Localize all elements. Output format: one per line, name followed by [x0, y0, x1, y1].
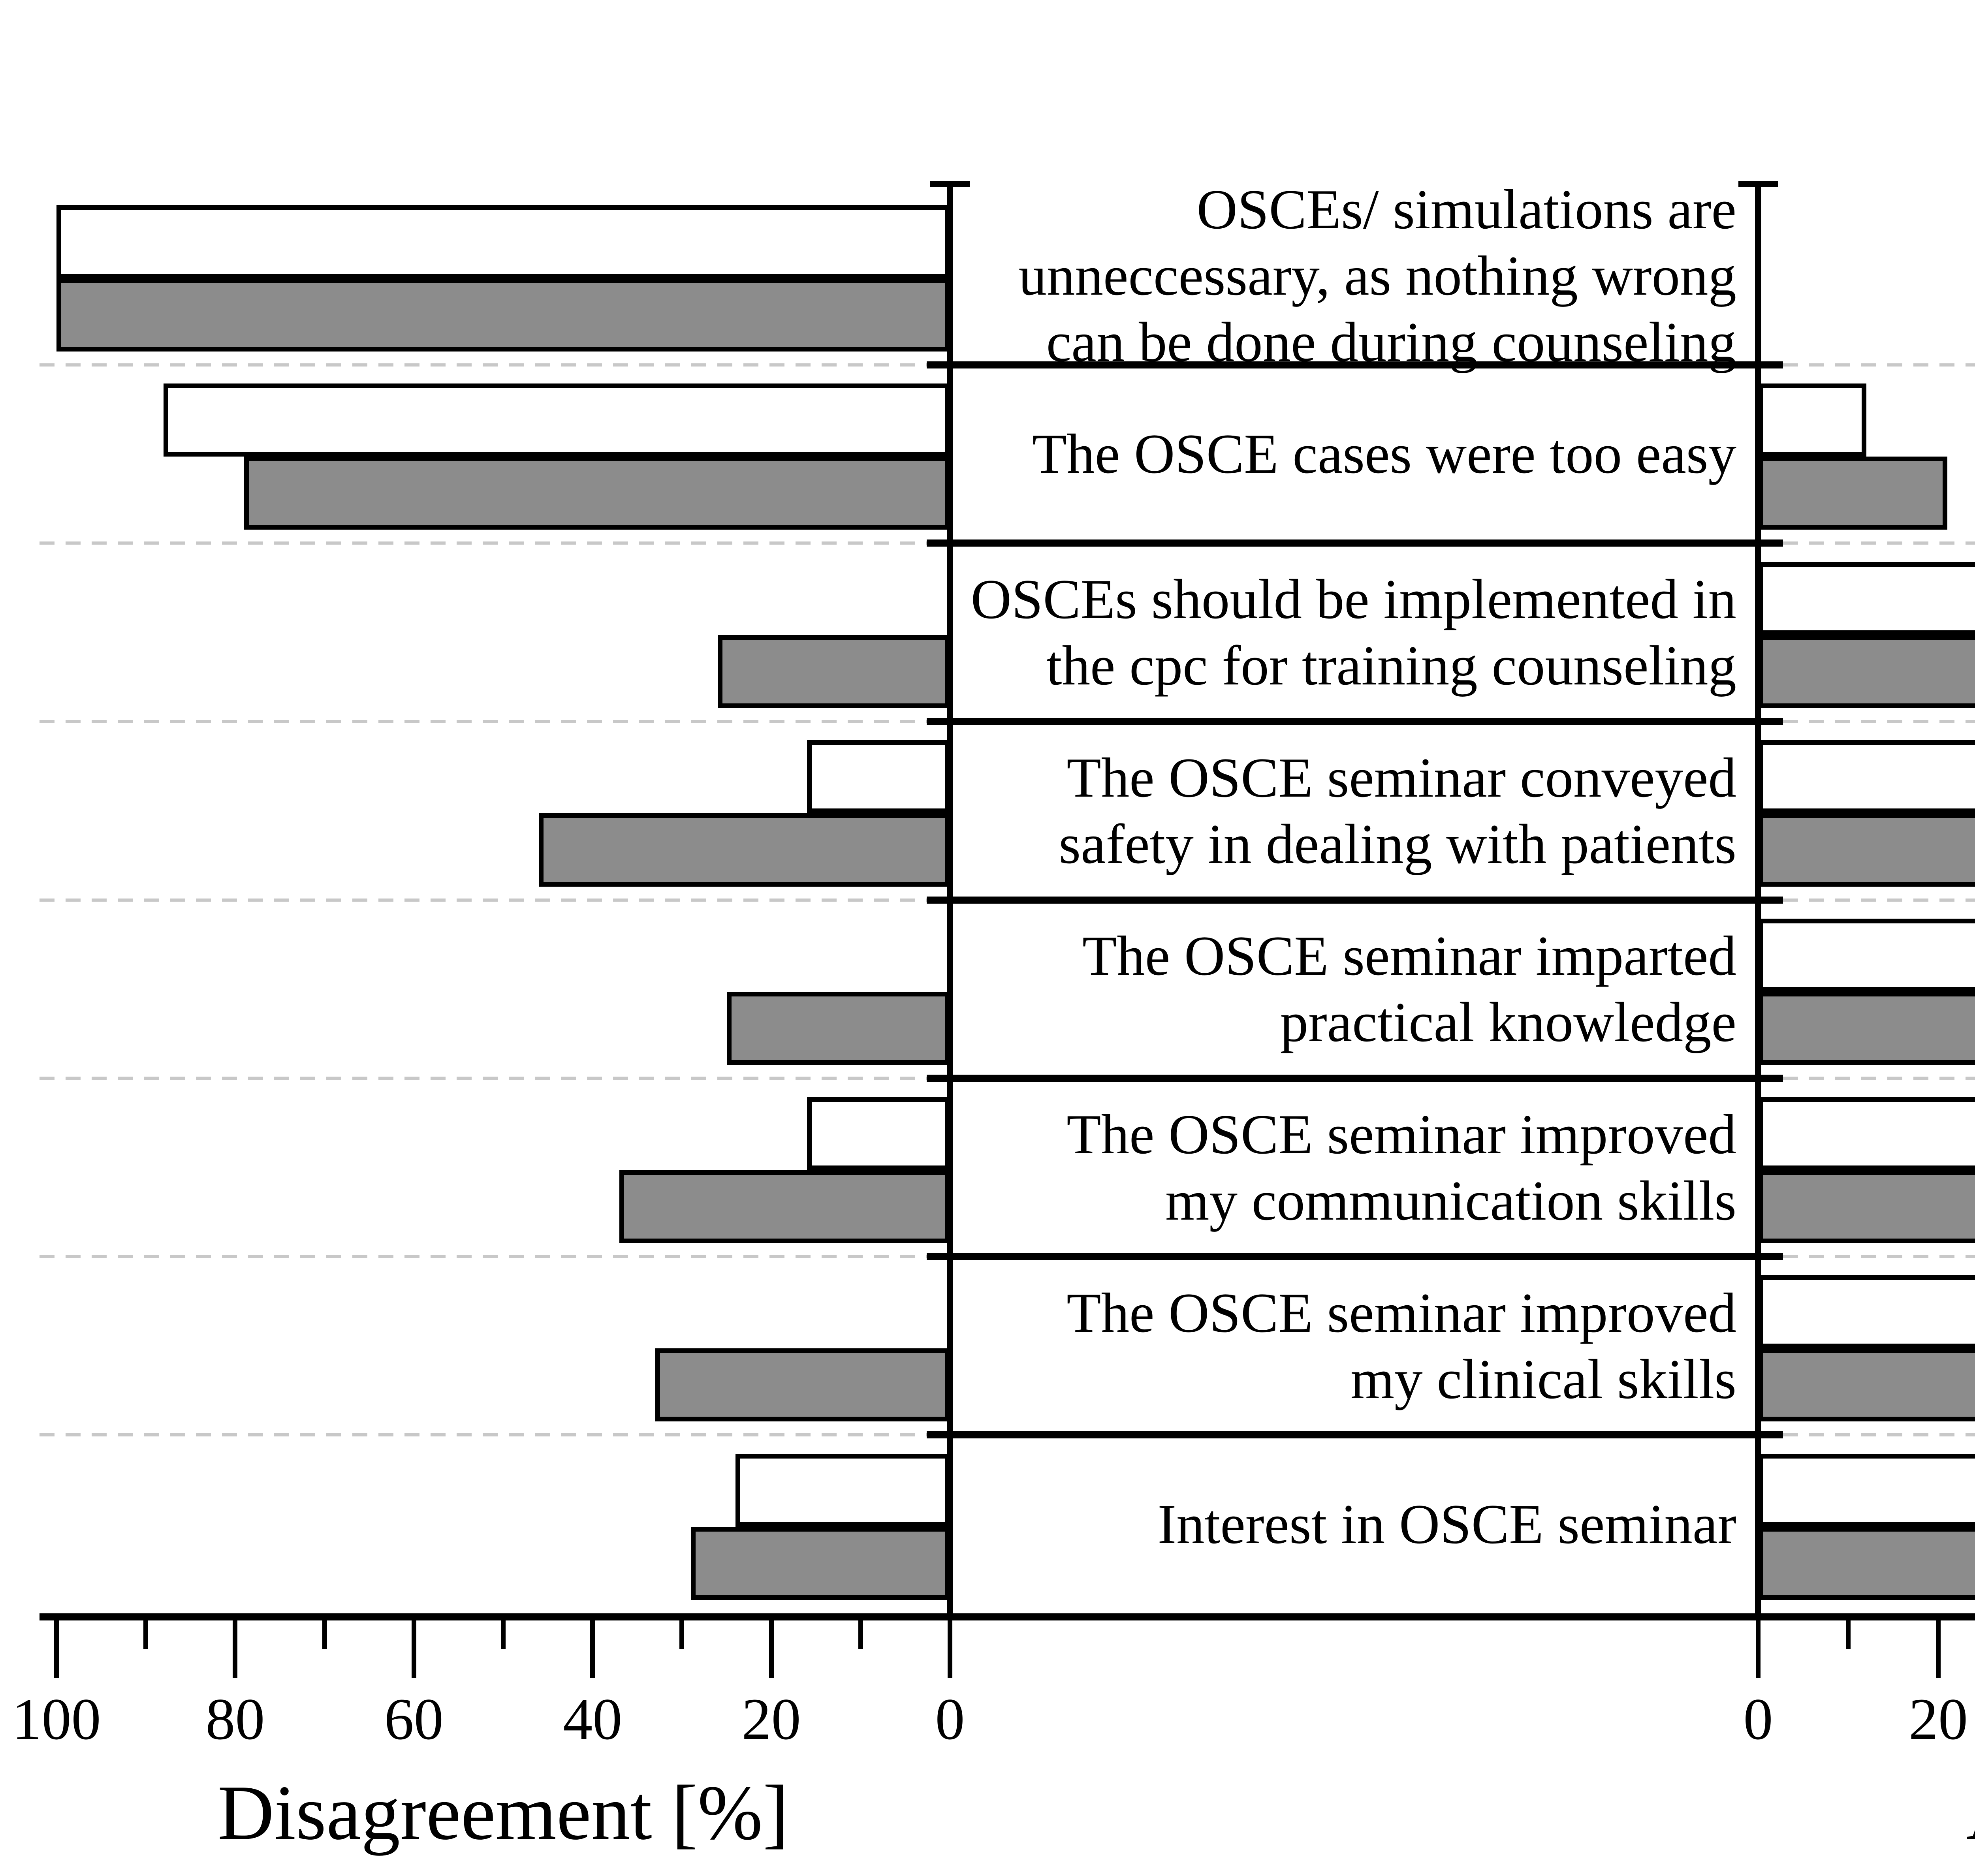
- category-separator: [927, 1431, 1783, 1439]
- category-label-line: practical knowledge: [1280, 991, 1736, 1054]
- left-tick-label-80: 80: [205, 1686, 265, 1752]
- bar-control-disagreement-row2: [244, 457, 950, 530]
- category-label-line: unneccessary, as nothing wrong: [1018, 244, 1736, 307]
- left-tick-label-60: 60: [384, 1686, 444, 1752]
- dashed-gridline-right: [1783, 363, 1975, 367]
- left-axis-title: Disagreement [%]: [218, 1769, 789, 1856]
- left-major-tick-60: [411, 1617, 416, 1678]
- left-minor-tick-90: [143, 1617, 149, 1649]
- category-separator: [927, 718, 1783, 725]
- bar-control-disagreement-row5: [726, 992, 950, 1065]
- dashed-gridline-left: [40, 541, 927, 545]
- category-label-row5: The OSCE seminar imparted practical knowl…: [950, 900, 1758, 1079]
- bar-intervention-agreement-row2: [1758, 383, 1866, 457]
- left-major-tick-20: [769, 1617, 774, 1678]
- bar-control-agreement-row7: [1758, 1348, 1975, 1422]
- right-major-tick-0: [1756, 1617, 1761, 1678]
- left-minor-tick-30: [679, 1617, 685, 1649]
- bar-control-agreement-row5: [1758, 992, 1975, 1065]
- left-major-tick-0: [948, 1617, 952, 1678]
- category-separator: [927, 361, 1783, 368]
- left-tick-label-20: 20: [741, 1686, 801, 1752]
- bar-intervention-disagreement-row1: [56, 205, 950, 278]
- category-label-row4: The OSCE seminar conveyed safety in deali…: [950, 722, 1758, 900]
- left-tick-label-0: 0: [935, 1686, 965, 1752]
- bar-intervention-agreement-row3: [1758, 562, 1975, 635]
- bar-intervention-disagreement-row6: [807, 1097, 950, 1170]
- bar-control-disagreement-row8: [691, 1526, 950, 1600]
- x-axis-line: [40, 1613, 1975, 1620]
- left-axis-top-cap: [930, 181, 970, 187]
- dashed-gridline-right: [1783, 1077, 1975, 1080]
- category-label-row3: OSCEs should be implemented in the cpc fo…: [950, 543, 1758, 722]
- bar-control-agreement-row4: [1758, 813, 1975, 887]
- category-separator: [927, 1253, 1783, 1260]
- category-label-line: the cpc for training counseling: [1046, 634, 1736, 697]
- dashed-gridline-left: [40, 898, 927, 902]
- dashed-gridline-right: [1783, 898, 1975, 902]
- category-label-row2: The OSCE cases were too easy: [950, 365, 1758, 543]
- bar-control-agreement-row2: [1758, 457, 1947, 530]
- right-axis-title: Agreement [%]: [1774, 1767, 1975, 1858]
- right-major-tick-20: [1936, 1617, 1941, 1678]
- category-label-line: The OSCE seminar conveyed: [1066, 746, 1736, 809]
- bar-intervention-disagreement-row4: [807, 740, 950, 814]
- right-tick-label-0: 0: [1743, 1686, 1773, 1752]
- category-label-line: my clinical skills: [1350, 1348, 1736, 1410]
- left-tick-label-100: 100: [12, 1686, 101, 1752]
- right-tick-label-20: 20: [1909, 1686, 1968, 1752]
- bar-control-disagreement-row7: [655, 1348, 950, 1422]
- left-minor-tick-10: [858, 1617, 863, 1649]
- left-minor-tick-50: [501, 1617, 506, 1649]
- category-label-line: The OSCE cases were too easy: [1032, 423, 1736, 485]
- dashed-gridline-right: [1783, 720, 1975, 723]
- bar-intervention-agreement-row6: [1758, 1097, 1975, 1170]
- left-major-tick-100: [54, 1617, 59, 1678]
- left-minor-tick-70: [322, 1617, 327, 1649]
- category-label-row6: The OSCE seminar improved my communicatio…: [950, 1078, 1758, 1257]
- bar-intervention-agreement-row4: [1758, 740, 1975, 814]
- bar-intervention-agreement-row5: [1758, 918, 1975, 992]
- bar-control-agreement-row8: [1758, 1526, 1975, 1600]
- dashed-gridline-left: [40, 1255, 927, 1258]
- bar-intervention-disagreement-row2: [164, 383, 950, 457]
- bar-control-disagreement-row1: [56, 278, 950, 352]
- dashed-gridline-right: [1783, 1433, 1975, 1437]
- bar-control-disagreement-row3: [717, 635, 950, 708]
- category-label-line: OSCEs should be implemented in: [971, 568, 1736, 631]
- category-separator: [927, 1075, 1783, 1082]
- category-label-line: OSCEs/ simulations are: [1196, 178, 1736, 241]
- dashed-gridline-left: [40, 1077, 927, 1080]
- category-label-row7: The OSCE seminar improved my clinical ski…: [950, 1257, 1758, 1435]
- dashed-gridline-left: [40, 1433, 927, 1437]
- category-separator: [927, 896, 1783, 904]
- category-label-line: The OSCE seminar imparted: [1082, 925, 1736, 987]
- category-separator: [927, 539, 1783, 547]
- left-major-tick-80: [233, 1617, 238, 1678]
- right-axis-top-cap: [1738, 181, 1778, 187]
- bar-intervention-agreement-row8: [1758, 1453, 1975, 1527]
- bar-control-agreement-row3: [1758, 635, 1975, 708]
- dashed-gridline-left: [40, 720, 927, 723]
- category-label-line: The OSCE seminar improved: [1066, 1281, 1736, 1344]
- bar-intervention-agreement-row7: [1758, 1275, 1975, 1349]
- category-label-line: The OSCE seminar improved: [1066, 1103, 1736, 1165]
- dashed-gridline-right: [1783, 1255, 1975, 1258]
- right-minor-tick-10: [1846, 1617, 1851, 1649]
- left-tick-label-40: 40: [563, 1686, 623, 1752]
- category-label-line: can be done during counseling: [1046, 310, 1736, 373]
- bar-control-agreement-row6: [1758, 1170, 1975, 1243]
- left-major-tick-40: [590, 1617, 595, 1678]
- dashed-gridline-right: [1783, 541, 1975, 545]
- bar-intervention-disagreement-row8: [735, 1453, 950, 1527]
- category-label-line: my communication skills: [1165, 1169, 1736, 1232]
- category-label-row1: OSCEs/ simulations are unneccessary, as n…: [950, 178, 1758, 373]
- bar-control-disagreement-row4: [539, 813, 950, 887]
- dashed-gridline-left: [40, 363, 927, 367]
- bar-control-disagreement-row6: [619, 1170, 950, 1243]
- category-label-row8: Interest in OSCE seminar: [950, 1435, 1758, 1613]
- category-label-line: Interest in OSCE seminar: [1157, 1493, 1736, 1556]
- category-label-line: safety in dealing with patients: [1059, 812, 1736, 875]
